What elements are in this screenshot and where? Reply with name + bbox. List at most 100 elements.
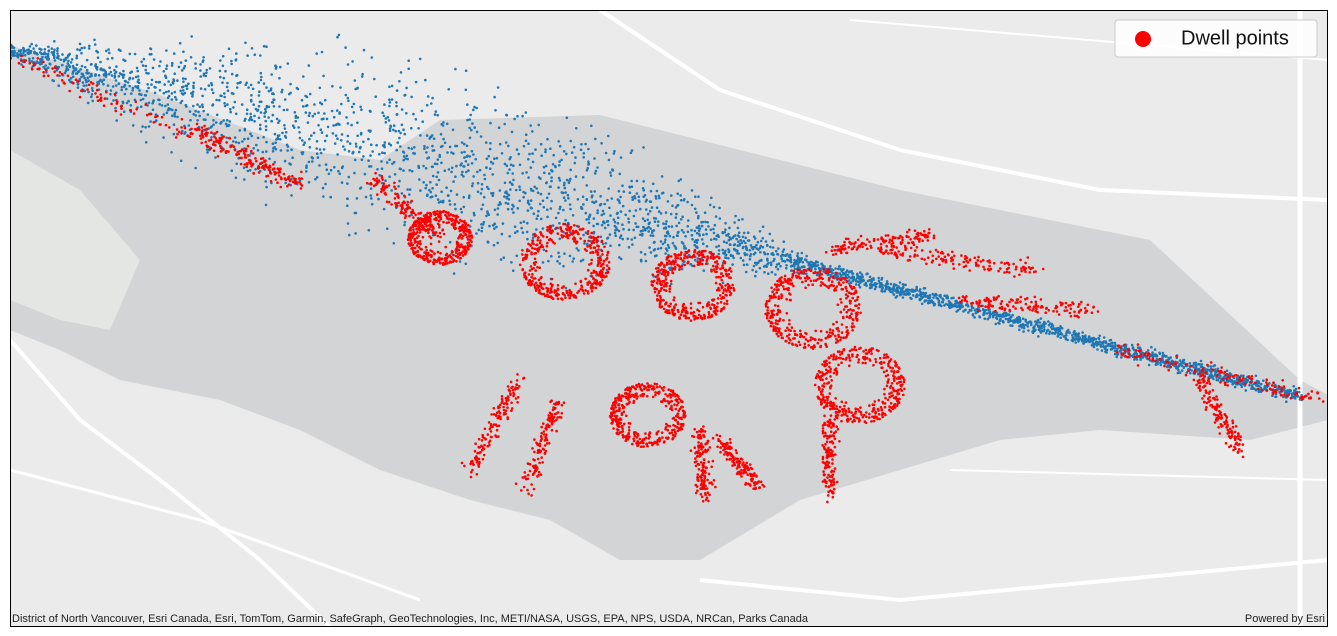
track-point [679,199,683,202]
track-point [402,155,406,158]
track-point [395,89,399,92]
track-point [424,245,428,249]
track-point [641,187,645,190]
track-point [273,132,277,136]
track-point [753,245,757,249]
track-point [819,270,822,273]
track-point [406,188,409,191]
track-point [662,307,666,311]
track-point [381,151,384,154]
track-point [785,264,788,267]
track-point [800,251,804,255]
track-point [683,256,686,260]
track-point [382,114,386,118]
track-point [584,142,587,146]
track-point [1064,336,1068,340]
track-point [518,163,522,167]
track-point [1139,358,1142,361]
track-point [300,98,304,102]
track-point [725,299,729,303]
track-point [666,270,670,274]
track-point [901,286,905,290]
track-point [56,52,59,55]
track-point [752,264,756,268]
track-point [1018,320,1022,324]
track-point [1259,382,1263,386]
track-point [325,134,329,137]
track-point [423,144,426,148]
track-point [440,123,444,126]
track-point [849,316,852,319]
track-point [454,67,457,71]
track-point [460,151,464,154]
track-point [408,228,412,232]
track-point [417,127,420,130]
track-point [594,200,598,203]
track-point [599,195,602,198]
track-point [87,90,90,94]
track-point [452,253,455,257]
track-point [692,264,696,268]
track-point [458,229,462,233]
track-point [729,254,733,257]
track-point [771,239,774,242]
track-point [521,231,525,234]
track-point [489,160,493,164]
track-point [621,237,624,241]
track-point [178,41,182,45]
track-point [506,207,510,211]
track-point [527,176,530,179]
track-point [317,124,320,127]
track-point [165,64,169,67]
track-point [85,68,89,72]
track-point [634,209,638,212]
track-point [80,46,84,50]
track-point [367,228,371,232]
track-point [428,137,432,140]
track-point [854,289,858,293]
track-point [606,219,610,223]
track-point [460,219,464,223]
track-point [690,228,693,232]
track-point [1115,355,1118,359]
track-point [222,119,225,122]
track-point [138,89,141,92]
track-point [246,54,249,57]
track-point [898,281,902,284]
track-point [645,208,648,211]
track-point [298,136,302,140]
track-point [616,216,620,220]
track-point [322,195,325,198]
track-point [613,231,617,235]
track-point [306,121,310,124]
track-point [745,263,749,266]
track-point [866,272,869,276]
track-point [686,230,690,234]
track-point [594,169,598,173]
track-point [337,33,341,37]
track-point [765,316,769,320]
track-point [20,63,23,66]
track-point [498,189,502,192]
track-point [1076,334,1079,338]
track-point [1077,332,1081,335]
track-point [689,306,693,310]
track-point [660,283,664,286]
track-point [162,91,166,95]
track-point [298,131,301,134]
track-point [1100,349,1104,352]
track-point [253,114,256,118]
track-point [367,159,370,162]
track-point [971,313,975,316]
track-point [262,44,266,48]
track-point [346,63,350,66]
track-point [524,253,527,257]
track-point [289,82,292,86]
track-point [798,343,802,347]
track-point [353,79,357,82]
track-point [852,309,855,312]
track-point [593,190,596,193]
track-point [651,234,655,237]
track-point [265,185,268,189]
track-point [252,147,255,150]
